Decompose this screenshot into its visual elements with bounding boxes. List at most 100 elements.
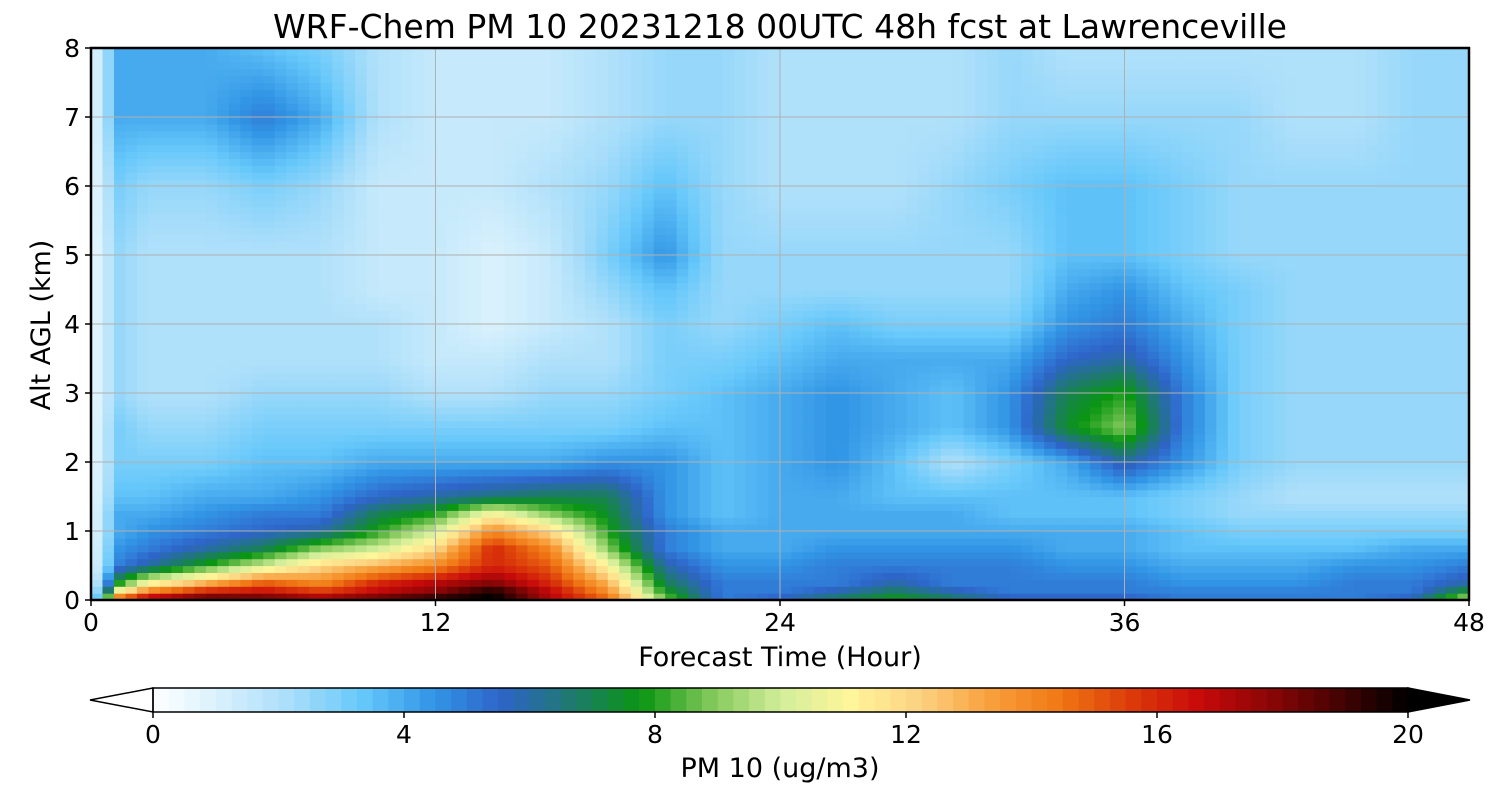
heatmap-cell — [1044, 455, 1057, 463]
heatmap-cell — [389, 558, 402, 567]
heatmap-cell — [1227, 434, 1240, 442]
heatmap-cell — [825, 434, 839, 442]
heatmap-cell — [1101, 510, 1114, 518]
heatmap-cell — [1021, 496, 1034, 504]
heatmap-cell — [228, 551, 241, 560]
heatmap-cell — [975, 330, 988, 339]
heatmap-cell — [1124, 572, 1137, 580]
heatmap-cell — [240, 448, 253, 456]
heatmap-cell — [424, 365, 437, 373]
heatmap-cell — [102, 468, 115, 477]
heatmap-cell — [814, 379, 827, 387]
heatmap-cell — [125, 358, 138, 366]
heatmap-cell — [538, 379, 551, 387]
heatmap-cell — [332, 455, 345, 463]
heatmap-cell — [734, 510, 747, 518]
heatmap-cell — [676, 434, 689, 442]
heatmap-cell — [711, 365, 724, 373]
heatmap-cell — [665, 586, 678, 594]
heatmap-cell — [1090, 379, 1103, 387]
heatmap-cell — [297, 324, 310, 332]
heatmap-cell — [802, 317, 816, 325]
heatmap-cell — [435, 448, 448, 456]
heatmap-cell — [458, 593, 471, 600]
heatmap-cell — [630, 379, 643, 387]
heatmap-cell — [883, 310, 896, 318]
heatmap-cell — [1067, 337, 1080, 346]
heatmap-cell — [412, 551, 425, 560]
heatmap-cell — [653, 455, 666, 463]
heatmap-cell — [768, 420, 781, 429]
heatmap-cell — [986, 496, 999, 504]
heatmap-cell — [1032, 565, 1045, 573]
heatmap-cell — [228, 310, 241, 318]
heatmap-cell — [1331, 455, 1344, 463]
heatmap-cell — [929, 330, 942, 339]
heatmap-cell — [1308, 427, 1321, 435]
heatmap-cell — [653, 351, 666, 360]
heatmap-cell — [607, 565, 620, 573]
heatmap-cell — [607, 475, 620, 484]
heatmap-cell — [446, 365, 460, 373]
heatmap-cell — [1457, 517, 1469, 525]
heatmap-cell — [205, 379, 218, 387]
heatmap-cell — [492, 399, 505, 408]
heatmap-cell — [745, 427, 758, 435]
heatmap-cell — [860, 434, 873, 442]
heatmap-cell — [504, 420, 517, 429]
heatmap-cell — [159, 524, 172, 532]
heatmap-cell — [1124, 455, 1137, 463]
heatmap-cell — [1158, 330, 1172, 339]
heatmap-cell — [814, 372, 827, 380]
heatmap-cell — [412, 317, 425, 325]
heatmap-cell — [1135, 468, 1149, 477]
heatmap-cell — [1135, 510, 1149, 518]
heatmap-cell — [1009, 517, 1022, 525]
heatmap-cell — [688, 406, 701, 415]
heatmap-cell — [1021, 475, 1034, 484]
heatmap-cell — [504, 351, 517, 360]
heatmap-cell — [940, 489, 953, 498]
heatmap-cell — [573, 496, 586, 504]
heatmap-cell — [194, 413, 207, 422]
heatmap-cell — [940, 434, 953, 442]
heatmap-cell — [917, 572, 930, 580]
heatmap-cell — [389, 537, 402, 546]
heatmap-cell — [630, 558, 643, 567]
heatmap-cell — [1273, 317, 1286, 325]
heatmap-cell — [171, 358, 184, 366]
heatmap-cell — [148, 489, 161, 498]
heatmap-cell — [389, 524, 402, 532]
heatmap-cell — [734, 455, 747, 463]
heatmap-cell — [102, 337, 115, 346]
heatmap-cell — [309, 344, 322, 353]
heatmap-cell — [998, 358, 1011, 366]
heatmap-cell — [1411, 537, 1424, 546]
heatmap-cell — [1067, 510, 1080, 518]
heatmap-cell — [814, 337, 827, 346]
heatmap-cell — [1170, 393, 1183, 401]
heatmap-cell — [401, 544, 414, 553]
heatmap-cell — [1135, 496, 1149, 504]
heatmap-cell — [240, 462, 253, 470]
heatmap-cell — [1285, 517, 1298, 525]
heatmap-cell — [791, 510, 804, 518]
heatmap-cell — [699, 330, 712, 339]
heatmap-cell — [780, 413, 793, 422]
heatmap-cell — [515, 351, 528, 360]
heatmap-cell — [1147, 420, 1160, 429]
heatmap-cell — [274, 510, 287, 518]
heatmap-cell — [791, 420, 804, 429]
heatmap-cell — [1354, 358, 1367, 366]
heatmap-cell — [1250, 482, 1263, 491]
heatmap-cell — [837, 365, 850, 373]
heatmap-cell — [1170, 358, 1183, 366]
heatmap-cell — [515, 344, 528, 353]
heatmap-cell — [653, 503, 666, 511]
heatmap-cell — [263, 510, 276, 518]
heatmap-cell — [825, 572, 839, 580]
heatmap-cell — [217, 406, 230, 415]
heatmap-cell — [228, 420, 241, 429]
heatmap-cell — [286, 558, 299, 567]
heatmap-cell — [1365, 358, 1378, 366]
